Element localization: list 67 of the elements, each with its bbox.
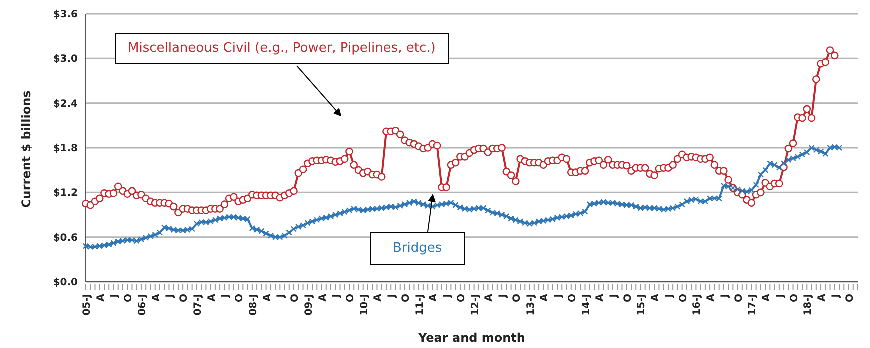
x-tick-label: O bbox=[734, 294, 745, 303]
x-tick-label: 08-J bbox=[248, 294, 260, 316]
x-tick-label: A bbox=[151, 294, 162, 302]
x-tick-label: O bbox=[124, 294, 135, 303]
x-tick-label: O bbox=[179, 294, 190, 303]
y-tick-label: $0.0 bbox=[53, 278, 78, 289]
x-tick-label: 18-J bbox=[803, 294, 814, 316]
x-tick-label: O bbox=[290, 294, 302, 303]
x-tick-label: O bbox=[678, 294, 690, 303]
y-tick-label: $1.8 bbox=[53, 144, 78, 155]
x-tick-label: A bbox=[206, 294, 218, 302]
x-tick-label: 10-J bbox=[359, 294, 370, 316]
x-tick-label: J bbox=[110, 294, 121, 299]
x-tick-label: 15-J bbox=[636, 294, 648, 316]
x-tick-label: 17-J bbox=[748, 294, 759, 316]
y-tick-label: $2.4 bbox=[53, 98, 78, 110]
x-tick-label: A bbox=[540, 294, 551, 302]
x-tick-label: 11-J bbox=[414, 294, 426, 316]
x-tick-label: 09-J bbox=[304, 294, 315, 316]
x-tick-label: 13-J bbox=[526, 294, 537, 316]
x-tick-label: J bbox=[830, 294, 842, 299]
y-tick-label: $0.6 bbox=[53, 232, 78, 244]
x-tick-label: J bbox=[165, 294, 176, 299]
x-axis-title: Year and month bbox=[418, 331, 526, 345]
x-tick-label: A bbox=[817, 294, 828, 302]
x-tick-label: O bbox=[512, 294, 523, 303]
x-tick-label: A bbox=[373, 294, 384, 302]
x-tick-label: 07-J bbox=[192, 294, 204, 316]
x-tick-label: J bbox=[276, 294, 288, 299]
x-tick-label: J bbox=[332, 294, 343, 299]
y-tick-label: $1.2 bbox=[53, 188, 78, 200]
y-axis-title: Current $ billions bbox=[19, 90, 34, 208]
y-tick-label: $3.0 bbox=[53, 54, 78, 66]
callout-box: Bridges bbox=[370, 232, 466, 265]
x-tick-label: O bbox=[234, 294, 246, 303]
x-tick-label: J bbox=[608, 294, 620, 299]
x-tick-label: A bbox=[484, 294, 496, 302]
x-tick-label: 05-J bbox=[82, 294, 93, 316]
x-tick-label: O bbox=[622, 294, 634, 303]
x-tick-label: O bbox=[345, 294, 356, 303]
callout-box: Miscellaneous Civil (e.g., Power, Pipelines, etc.) bbox=[115, 33, 449, 64]
x-tick-label: O bbox=[400, 294, 412, 303]
y-tick-label: $3.6 bbox=[53, 10, 78, 21]
x-tick-label: 06-J bbox=[137, 294, 148, 316]
x-tick-label: A bbox=[706, 294, 718, 302]
x-tick-label: J bbox=[720, 294, 731, 299]
x-tick-label: J bbox=[498, 294, 510, 299]
x-tick-label: A bbox=[428, 294, 440, 302]
x-tick-label: J bbox=[442, 294, 454, 299]
x-tick-label: A bbox=[96, 294, 107, 302]
x-tick-label: O bbox=[844, 294, 856, 303]
x-tick-label: 16-J bbox=[692, 294, 704, 316]
x-tick-label: J bbox=[220, 294, 232, 299]
x-tick-label: J bbox=[554, 294, 565, 299]
x-tick-label: 14-J bbox=[581, 294, 592, 316]
x-tick-label: O bbox=[789, 294, 800, 303]
x-tick-label: A bbox=[595, 294, 606, 302]
x-tick-label: J bbox=[387, 294, 398, 299]
x-tick-label: A bbox=[650, 294, 662, 302]
x-tick-label: J bbox=[664, 294, 676, 299]
x-tick-label: A bbox=[318, 294, 329, 302]
x-tick-label: 12-J bbox=[470, 294, 482, 316]
x-tick-label: O bbox=[456, 294, 468, 303]
x-tick-label: A bbox=[762, 294, 773, 302]
x-tick-label: J bbox=[775, 294, 786, 299]
x-tick-label: O bbox=[567, 294, 578, 303]
x-tick-label: A bbox=[262, 294, 274, 302]
